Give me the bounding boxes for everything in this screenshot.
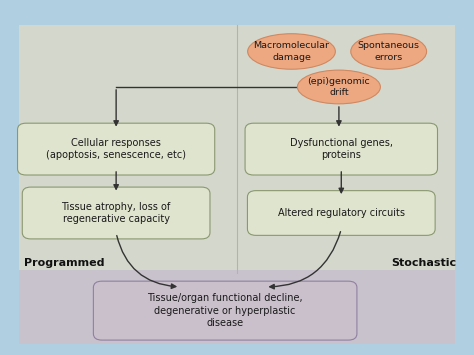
Text: Dysfunctional genes,
proteins: Dysfunctional genes, proteins — [290, 138, 393, 160]
Text: Altered regulatory circuits: Altered regulatory circuits — [278, 208, 405, 218]
FancyBboxPatch shape — [247, 191, 435, 235]
Text: Tissue/organ functional decline,
degenerative or hyperplastic
disease: Tissue/organ functional decline, degener… — [147, 293, 303, 328]
Ellipse shape — [297, 70, 380, 104]
Text: Spontaneous
errors: Spontaneous errors — [358, 42, 419, 61]
Text: (epi)genomic
drift: (epi)genomic drift — [308, 77, 370, 97]
Ellipse shape — [247, 34, 336, 69]
Ellipse shape — [351, 34, 427, 69]
Text: Cellular responses
(apoptosis, senescence, etc): Cellular responses (apoptosis, senescenc… — [46, 138, 186, 160]
Text: Stochastic: Stochastic — [392, 258, 457, 268]
FancyBboxPatch shape — [22, 187, 210, 239]
FancyBboxPatch shape — [19, 270, 455, 344]
Text: Programmed: Programmed — [24, 258, 104, 268]
FancyBboxPatch shape — [93, 281, 357, 340]
FancyBboxPatch shape — [245, 123, 438, 175]
Text: Tissue atrophy, loss of
regenerative capacity: Tissue atrophy, loss of regenerative cap… — [62, 202, 171, 224]
FancyBboxPatch shape — [19, 25, 455, 273]
FancyBboxPatch shape — [18, 123, 215, 175]
Text: Macromolecular
damage: Macromolecular damage — [254, 42, 329, 61]
